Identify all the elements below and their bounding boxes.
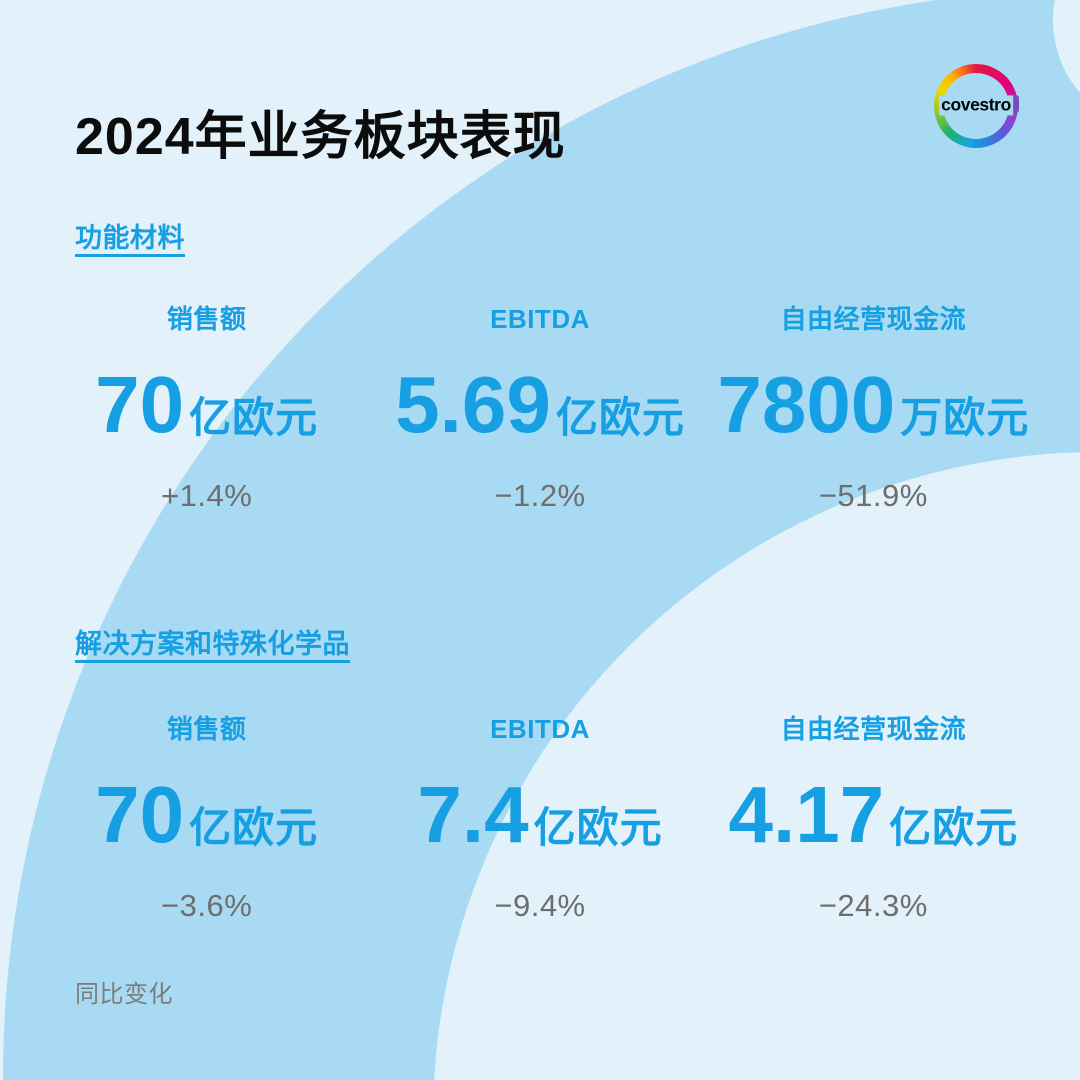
metric-change: −9.4% <box>494 888 586 924</box>
stats-row-performance-materials: 销售额 70 亿欧元 +1.4% EBITDA 5.69 亿欧元 −1.2% 自… <box>40 304 1040 514</box>
metric-label: 销售额 <box>166 304 247 334</box>
page-title: 2024年业务板块表现 <box>75 107 566 166</box>
value-unit: 亿欧元 <box>889 804 1019 852</box>
value-number: 4.17 <box>728 770 885 860</box>
covestro-wordmark: covestro <box>939 94 1013 115</box>
value-number: 70 <box>95 360 185 450</box>
metric-ebitda: EBITDA 7.4 亿欧元 −9.4% <box>373 714 706 924</box>
metric-value: 70 亿欧元 <box>95 365 318 445</box>
value-unit: 亿欧元 <box>189 394 319 442</box>
metric-change: +1.4% <box>161 478 253 514</box>
footnote-yoy-change: 同比变化 <box>75 981 173 1008</box>
metric-ebitda: EBITDA 5.69 亿欧元 −1.2% <box>373 304 706 514</box>
metric-label: 销售额 <box>166 714 247 744</box>
metric-value: 70 亿欧元 <box>95 775 318 855</box>
metric-sales: 销售额 70 亿欧元 −3.6% <box>40 714 373 924</box>
metric-change: −3.6% <box>161 888 253 924</box>
stats-row-solutions-specialties: 销售额 70 亿欧元 −3.6% EBITDA 7.4 亿欧元 −9.4% 自由… <box>40 714 1040 924</box>
metric-value: 7800 万欧元 <box>717 365 1029 445</box>
metric-value: 7.4 亿欧元 <box>417 775 662 855</box>
value-number: 7.4 <box>417 770 529 860</box>
metric-free-operating-cash-flow: 自由经营现金流 7800 万欧元 −51.9% <box>707 304 1040 514</box>
metric-label: EBITDA <box>490 304 590 334</box>
value-unit: 亿欧元 <box>533 804 663 852</box>
value-unit: 万欧元 <box>900 394 1030 442</box>
metric-label: EBITDA <box>490 714 590 744</box>
covestro-logo: covestro <box>934 64 1019 148</box>
value-unit: 亿欧元 <box>189 804 319 852</box>
metric-value: 4.17 亿欧元 <box>728 775 1018 855</box>
metric-value: 5.69 亿欧元 <box>395 365 685 445</box>
metric-change: −1.2% <box>494 478 586 514</box>
section-heading-solutions-specialties: 解决方案和特殊化学品 <box>75 629 350 660</box>
metric-label: 自由经营现金流 <box>780 304 967 334</box>
metric-free-operating-cash-flow: 自由经营现金流 4.17 亿欧元 −24.3% <box>707 714 1040 924</box>
metric-label: 自由经营现金流 <box>780 714 967 744</box>
value-unit: 亿欧元 <box>555 394 685 442</box>
value-number: 7800 <box>717 360 896 450</box>
value-number: 70 <box>95 770 185 860</box>
section-heading-performance-materials: 功能材料 <box>75 223 185 254</box>
value-number: 5.69 <box>395 360 551 450</box>
metric-change: −24.3% <box>818 888 928 924</box>
metric-change: −51.9% <box>818 478 928 514</box>
metric-sales: 销售额 70 亿欧元 +1.4% <box>40 304 373 514</box>
